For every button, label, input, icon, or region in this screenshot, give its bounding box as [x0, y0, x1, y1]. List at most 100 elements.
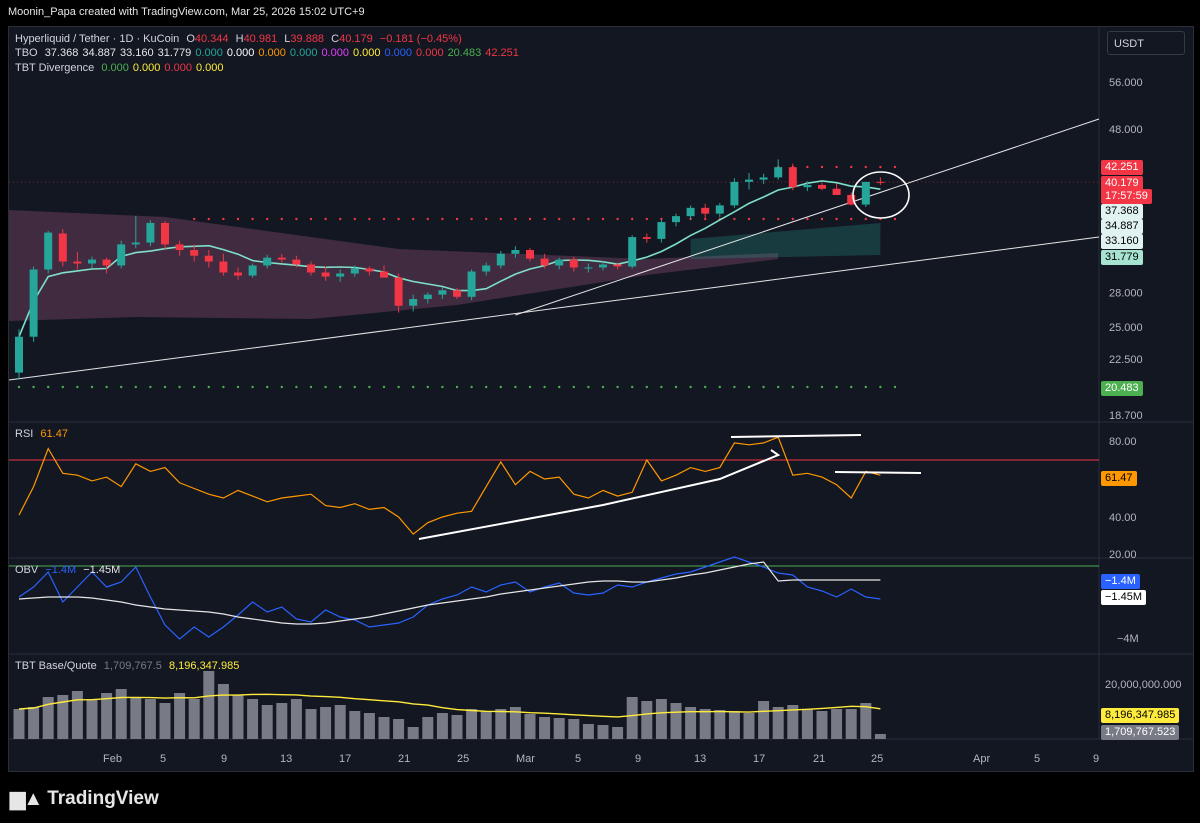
support-dot: [587, 385, 590, 389]
chart-caption: Moonin_Papa created with TradingView.com…: [8, 6, 365, 18]
change-value: −0.181 (−0.45%): [379, 33, 462, 45]
support-dot: [120, 385, 123, 389]
volume-bar: [612, 727, 624, 739]
tbo-fast-line: [18, 180, 881, 338]
candle-body: [584, 267, 593, 269]
resistance-dot: [207, 217, 210, 221]
tbo-value-6: 0.000: [258, 47, 286, 59]
price-pill-1: 40.179: [1101, 176, 1143, 191]
open-label: O: [186, 33, 195, 45]
chart-canvas[interactable]: 56.000 48.000 28.000 25.000 22.500 18.700 80.0…: [9, 27, 1194, 772]
time-axis-label: Feb: [103, 753, 122, 765]
candle-body: [204, 255, 213, 262]
resistance-dot: [470, 217, 473, 221]
volume-legend: TBT Base/Quote 1,709,767.5 8,196,347.985: [15, 660, 243, 672]
support-dot: [528, 385, 532, 389]
support-dot: [178, 385, 181, 389]
support-dot: [61, 385, 64, 389]
volume-bar: [524, 714, 536, 739]
close-label: C: [331, 33, 340, 45]
main-legend: Hyperliquid / Tether · 1D · KuCoin O40.3…: [15, 33, 466, 45]
price-axis-label: 56.000: [1109, 77, 1143, 89]
support-dot: [47, 385, 50, 389]
tbo-value-4: 0.000: [195, 47, 223, 59]
price-pill-0: 42.251: [1101, 160, 1143, 175]
cloud-band: [9, 210, 779, 321]
resistance-dot: [660, 217, 663, 221]
support-dot: [864, 385, 867, 389]
candle-body: [380, 271, 388, 278]
volume-bar: [57, 695, 69, 739]
resistance-dot-upper: [864, 165, 867, 169]
support-dot: [616, 385, 619, 389]
resistance-dot: [616, 217, 619, 221]
price-axis-label: 18.700: [1109, 410, 1143, 422]
resistance-dot: [528, 217, 532, 221]
tbo-value-11: 0.000: [416, 47, 444, 59]
obv-label: OBV: [15, 564, 39, 576]
time-axis-label: 9: [1093, 753, 1099, 765]
resistance-dot: [266, 217, 269, 221]
footer-brand-text: TradingView: [47, 787, 159, 809]
divergence-value-2: 0.000: [164, 62, 192, 74]
obv-axis-label: −4M: [1117, 633, 1139, 645]
volume-bar: [334, 705, 346, 739]
volume-bar: [801, 709, 813, 739]
tbo-value-12: 20.483: [447, 47, 482, 59]
resistance-dot: [558, 217, 561, 221]
resistance-dot: [572, 217, 575, 221]
candle-body: [861, 181, 870, 205]
support-dot: [499, 385, 502, 389]
resistance-dot: [704, 217, 707, 221]
volume-bar: [743, 713, 755, 739]
volume-bar: [641, 701, 653, 739]
volume-bar: [188, 699, 200, 739]
candle-body: [482, 265, 491, 272]
candle-body: [15, 336, 23, 373]
currency-button[interactable]: USDT: [1107, 31, 1185, 55]
support-dot: [280, 385, 283, 389]
tbo-label: TBO: [15, 47, 38, 59]
volume-bar: [378, 717, 390, 739]
tbo-value-8: 0.000: [321, 47, 349, 59]
volume-bar: [320, 707, 332, 739]
chart-frame[interactable]: 56.000 48.000 28.000 25.000 22.500 18.700 80.0…: [8, 26, 1194, 772]
divergence-legend: TBT Divergence 0.000 0.000 0.000 0.000: [15, 62, 227, 74]
candle-body: [467, 271, 476, 297]
resistance-dot-upper: [806, 165, 809, 169]
volume-bar: [466, 709, 478, 739]
time-axis-label: 21: [398, 753, 410, 765]
price-pill-11: 8,196,347.985: [1101, 708, 1180, 723]
resistance-dot: [806, 217, 809, 221]
candle-body: [73, 261, 82, 264]
volume-bar: [539, 717, 551, 739]
obv-value-2: −1.45M: [83, 564, 121, 576]
support-dot: [777, 385, 780, 389]
volume-bar: [685, 707, 697, 739]
candle-body: [438, 290, 447, 295]
time-axis-label: 9: [221, 753, 227, 765]
price-pill-3: 37.368: [1101, 204, 1143, 219]
volume-bar: [597, 725, 609, 739]
volume-bar: [728, 711, 740, 739]
volume-bar: [582, 724, 594, 739]
candle-body: [58, 233, 67, 262]
cloud-band-green: [690, 223, 881, 259]
divergence-value-3: 0.000: [195, 62, 224, 74]
resistance-dot: [368, 217, 371, 221]
volume-bar: [159, 703, 171, 739]
support-dot: [806, 385, 809, 389]
resistance-dot-upper: [850, 165, 853, 169]
candle-body: [818, 184, 826, 189]
support-dot: [733, 385, 736, 389]
volume-bar: [363, 713, 375, 739]
support-dot: [163, 385, 167, 389]
resistance-dot-upper: [835, 165, 838, 169]
candle-body: [774, 167, 783, 178]
volume-bar: [874, 734, 886, 739]
support-dot: [747, 385, 751, 389]
footer-brand: ▆▲ TradingView: [10, 786, 159, 811]
volume-bar: [568, 719, 580, 739]
candle-body: [131, 242, 140, 245]
support-dot: [236, 385, 240, 389]
